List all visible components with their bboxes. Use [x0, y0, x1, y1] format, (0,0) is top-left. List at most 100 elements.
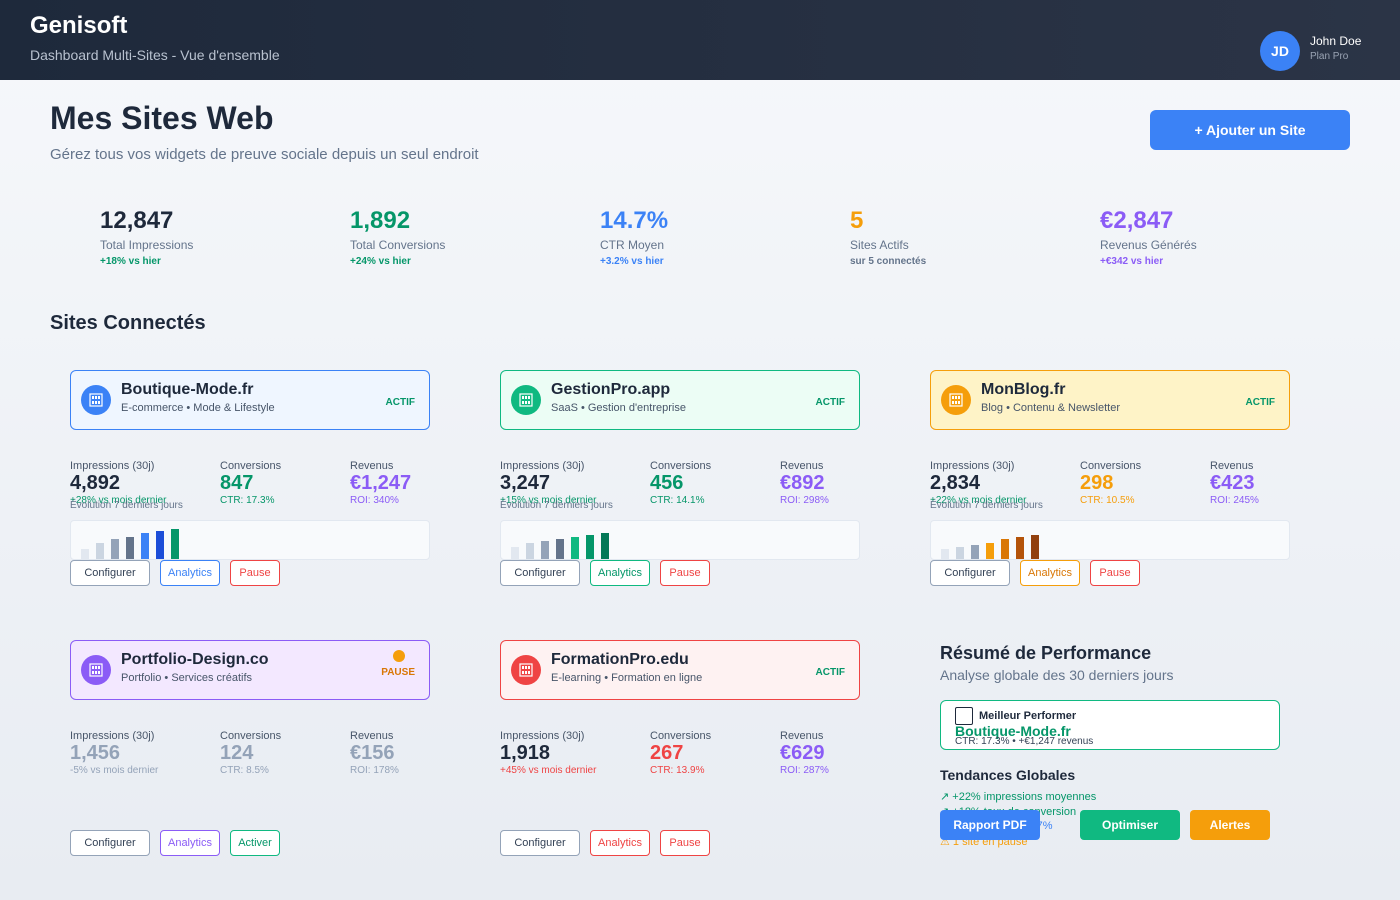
impressions-label: Impressions (30j)	[500, 460, 585, 472]
analytics-button[interactable]: Analytics	[1020, 560, 1080, 586]
evolution-bar	[556, 539, 564, 559]
stat-delta: +24% vs hier	[350, 256, 411, 267]
stat-value: 12,847	[100, 207, 174, 234]
trend-item: ↗ +22% impressions moyennes	[940, 791, 1097, 803]
configurer-button[interactable]: Configurer	[500, 560, 580, 586]
configurer-button[interactable]: Configurer	[500, 830, 580, 856]
stat-card: 5 Sites Actifs sur 5 connectés	[850, 206, 1070, 267]
pause-button[interactable]: Pause	[230, 560, 280, 586]
site-header[interactable]: Portfolio-Design.co Portfolio • Services …	[70, 640, 430, 700]
rapport-pdf-button[interactable]: Rapport PDF	[940, 810, 1040, 840]
evolution-bar	[986, 543, 994, 559]
revenue-value: €423	[1210, 472, 1255, 494]
conversions-label: Conversions	[1080, 460, 1142, 472]
evolution-chart	[930, 520, 1290, 560]
revenue-value: €629	[780, 742, 825, 764]
impressions-delta: +45% vs mois dernier	[500, 765, 597, 776]
site-description: Portfolio • Services créatifs	[121, 672, 253, 684]
pause-button[interactable]: Pause	[660, 560, 710, 586]
evolution-bar	[511, 547, 519, 559]
site-header[interactable]: FormationPro.edu E-learning • Formation e…	[500, 640, 860, 700]
pause-button[interactable]: Pause	[1090, 560, 1140, 586]
conversions-value: 847	[220, 472, 254, 494]
site-header[interactable]: MonBlog.fr Blog • Contenu & Newsletter ACT…	[930, 370, 1290, 430]
alertes-button[interactable]: Alertes	[1190, 810, 1270, 840]
impressions-label: Impressions (30j)	[70, 730, 155, 742]
stat-label: Revenus Générés	[1100, 238, 1197, 252]
evolution-bar	[81, 549, 89, 559]
impressions-value: 1,918	[500, 742, 551, 764]
site-description: E-learning • Formation en ligne	[551, 672, 703, 684]
roi-value: ROI: 298%	[780, 495, 829, 506]
impressions-label: Impressions (30j)	[930, 460, 1015, 472]
ctr-value: CTR: 13.9%	[650, 765, 705, 776]
pause-status-dot	[393, 650, 405, 662]
revenue-label: Revenus	[1210, 460, 1254, 472]
add-site-button[interactable]: + Ajouter un Site	[1150, 110, 1350, 150]
evolution-bar	[156, 531, 164, 559]
impressions-value: 1,456	[70, 742, 121, 764]
evolution-bar	[111, 539, 119, 559]
site-status-badge: ACTIF	[815, 667, 845, 678]
impressions-delta: -5% vs mois dernier	[70, 765, 159, 776]
evolution-chart	[500, 520, 860, 560]
user-name[interactable]: John Doe	[1310, 34, 1362, 48]
site-name: GestionPro.app	[551, 381, 671, 398]
chart-icon	[955, 707, 973, 725]
summary-title: Résumé de Performance	[940, 643, 1152, 663]
analytics-button[interactable]: Analytics	[160, 560, 220, 586]
top-header: Genisoft Dashboard Multi-Sites - Vue d'e…	[0, 0, 1400, 80]
optimiser-button[interactable]: Optimiser	[1080, 810, 1180, 840]
site-status-badge: PAUSE	[381, 667, 415, 678]
analytics-button[interactable]: Analytics	[590, 560, 650, 586]
conversions-value: 298	[1080, 472, 1114, 494]
pause-button[interactable]: Pause	[660, 830, 710, 856]
best-performer-detail: CTR: 17.3% • +€1,247 revenus	[955, 736, 1094, 747]
header-subtitle: Dashboard Multi-Sites - Vue d'ensemble	[30, 47, 280, 63]
evolution-bar	[601, 533, 609, 559]
user-plan: Plan Pro	[1310, 51, 1349, 62]
site-status-badge: ACTIF	[385, 397, 415, 408]
analytics-button[interactable]: Analytics	[590, 830, 650, 856]
site-name: FormationPro.edu	[551, 651, 689, 668]
user-avatar[interactable]: JD	[1260, 31, 1300, 71]
stat-value: €2,847	[1100, 207, 1174, 234]
roi-value: ROI: 245%	[1210, 495, 1259, 506]
site-header[interactable]: Boutique-Mode.fr E-commerce • Mode & Life…	[70, 370, 430, 430]
stat-delta: +3.2% vs hier	[600, 256, 664, 267]
site-status-badge: ACTIF	[815, 397, 845, 408]
configurer-button[interactable]: Configurer	[70, 560, 150, 586]
ctr-value: CTR: 10.5%	[1080, 495, 1135, 506]
evolution-bar	[941, 549, 949, 559]
revenue-value: €1,247	[350, 472, 412, 494]
activer-button[interactable]: Activer	[230, 830, 280, 856]
best-performer-card[interactable]: Meilleur Performer Boutique-Mode.fr CTR:…	[940, 700, 1280, 750]
evolution-bar	[541, 541, 549, 559]
impressions-value: 2,834	[930, 472, 981, 494]
conversions-label: Conversions	[650, 730, 712, 742]
configurer-button[interactable]: Configurer	[930, 560, 1010, 586]
revenue-label: Revenus	[350, 460, 394, 472]
site-description: Blog • Contenu & Newsletter	[981, 402, 1120, 414]
conversions-label: Conversions	[220, 460, 282, 472]
analytics-button[interactable]: Analytics	[160, 830, 220, 856]
brand-logo[interactable]: Genisoft	[30, 12, 128, 39]
evolution-bar	[586, 535, 594, 559]
evolution-bar	[141, 533, 149, 559]
page-title: Mes Sites Web	[50, 100, 274, 136]
stat-card: 12,847 Total Impressions +18% vs hier	[100, 206, 320, 267]
site-header[interactable]: GestionPro.app SaaS • Gestion d'entrepris…	[500, 370, 860, 430]
conversions-value: 124	[220, 742, 254, 764]
configurer-button[interactable]: Configurer	[70, 830, 150, 856]
evolution-bar	[971, 545, 979, 559]
conversions-label: Conversions	[220, 730, 282, 742]
website-icon	[511, 385, 541, 415]
revenue-value: €156	[350, 742, 395, 764]
impressions-value: 4,892	[70, 472, 121, 494]
conversions-label: Conversions	[650, 460, 712, 472]
roi-value: ROI: 287%	[780, 765, 829, 776]
revenue-label: Revenus	[350, 730, 394, 742]
stat-card: 14.7% CTR Moyen +3.2% vs hier	[600, 206, 820, 267]
ctr-value: CTR: 8.5%	[220, 765, 269, 776]
page-subtitle: Gérez tous vos widgets de preuve sociale…	[50, 146, 479, 163]
